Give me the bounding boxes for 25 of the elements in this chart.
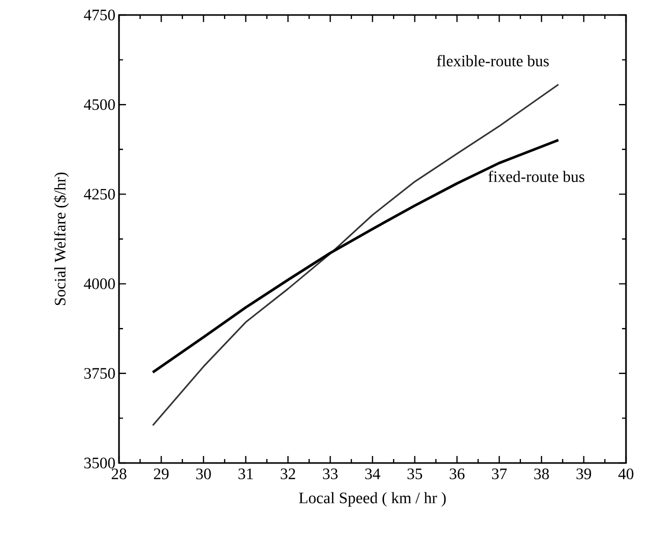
- x-tick-label: 33: [323, 468, 338, 480]
- x-tick-label: 38: [534, 468, 549, 480]
- y-axis-title: Social Welfare ($/hr): [54, 172, 69, 306]
- x-tick-label: 34: [365, 468, 380, 480]
- x-tick-label: 39: [576, 468, 592, 480]
- x-tick-label: 36: [450, 468, 465, 480]
- x-tick-label: 29: [154, 468, 169, 480]
- line-series: [152, 138, 560, 374]
- y-tick-label: 3750: [84, 368, 115, 379]
- x-axis-title: Local Speed ( km / hr ): [299, 492, 446, 507]
- y-tick-label: 4750: [84, 10, 115, 20]
- y-tick-label: 4500: [84, 99, 115, 110]
- x-tick-label: 28: [112, 468, 126, 480]
- y-tick-label: 4000: [84, 278, 115, 290]
- x-tick-label: 30: [196, 468, 211, 480]
- series-label: fixed-route bus: [488, 170, 584, 182]
- x-tick-label: 40: [618, 468, 634, 480]
- series-label: flexible-route bus: [436, 55, 549, 66]
- y-tick-label: 3500: [84, 458, 115, 468]
- x-tick-label: 31: [238, 468, 253, 480]
- y-tick-label: 4250: [84, 188, 115, 200]
- x-tick-label: 37: [492, 468, 507, 480]
- line-series: [152, 84, 560, 426]
- x-tick-label: 35: [408, 468, 422, 480]
- x-tick-label: 32: [280, 468, 296, 480]
